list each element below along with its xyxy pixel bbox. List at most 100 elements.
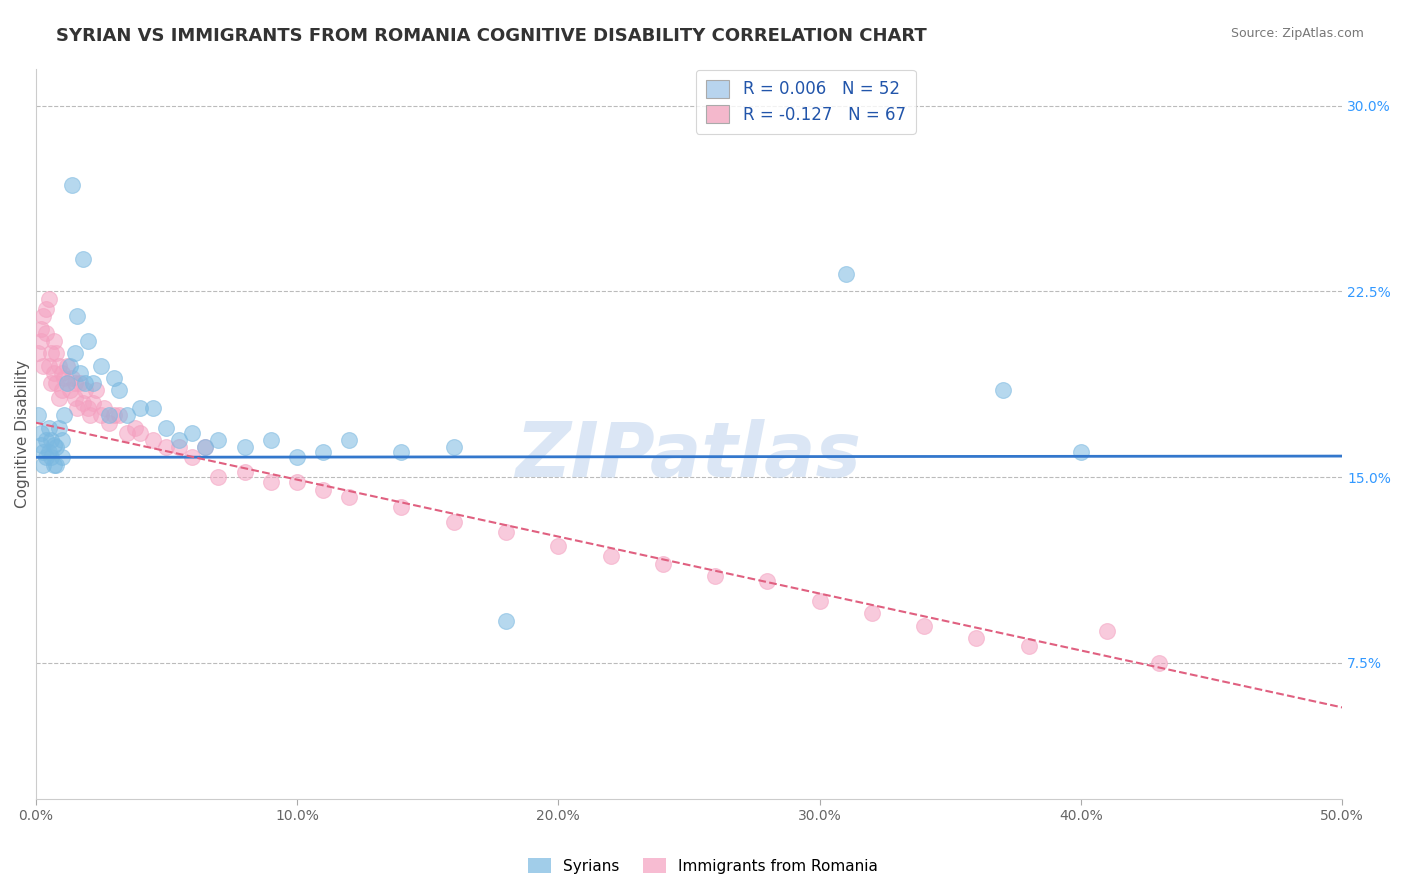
Point [63, 376, 86, 390]
Point [69, 376, 91, 390]
Point [75, 384, 97, 398]
Point [129, 401, 152, 415]
Point [35, 326, 58, 341]
Point [260, 475, 283, 489]
Point [912, 618, 935, 632]
Point [285, 450, 308, 465]
Point [27, 408, 49, 422]
Point [48, 359, 70, 373]
Point [76, 401, 98, 415]
Point [181, 450, 204, 465]
Point [32, 309, 55, 323]
Point [30, 334, 52, 348]
Point [207, 470, 229, 484]
Point [181, 425, 204, 440]
Point [756, 574, 779, 589]
Point [1095, 624, 1118, 638]
Point [115, 408, 138, 422]
Point [76, 334, 98, 348]
Point [35, 301, 58, 316]
Point [260, 433, 283, 447]
Point [108, 384, 131, 398]
Point [63, 346, 86, 360]
Point [1149, 656, 1171, 670]
Point [56, 376, 79, 390]
Point [142, 433, 165, 447]
Point [45, 376, 67, 390]
Point [142, 401, 165, 415]
Point [32, 458, 55, 472]
Text: Source: ZipAtlas.com: Source: ZipAtlas.com [1230, 27, 1364, 40]
Point [1070, 445, 1092, 459]
Point [32, 445, 55, 459]
Point [547, 540, 569, 554]
Point [53, 371, 76, 385]
Point [337, 433, 360, 447]
Point [207, 433, 229, 447]
Point [124, 420, 146, 434]
Point [90, 359, 112, 373]
Point [48, 420, 70, 434]
Point [30, 425, 52, 440]
Point [991, 384, 1014, 398]
Point [1018, 639, 1040, 653]
Point [169, 433, 191, 447]
Point [42, 458, 65, 472]
Point [108, 408, 131, 422]
Point [704, 569, 727, 583]
Point [965, 631, 987, 645]
Point [155, 441, 177, 455]
Point [391, 500, 413, 514]
Point [93, 401, 115, 415]
Point [82, 376, 104, 390]
Point [72, 252, 94, 267]
Point [651, 557, 673, 571]
Point [75, 376, 97, 390]
Legend: R = 0.006   N = 52, R = -0.127   N = 67: R = 0.006 N = 52, R = -0.127 N = 67 [696, 70, 915, 134]
Point [103, 408, 125, 422]
Point [38, 445, 60, 459]
Point [97, 408, 120, 422]
Point [56, 359, 79, 373]
Point [45, 346, 67, 360]
Point [233, 465, 256, 479]
Text: SYRIAN VS IMMIGRANTS FROM ROMANIA COGNITIVE DISABILITY CORRELATION CHART: SYRIAN VS IMMIGRANTS FROM ROMANIA COGNIT… [56, 27, 927, 45]
Point [84, 384, 107, 398]
Point [51, 366, 73, 380]
Point [63, 391, 86, 405]
Point [51, 450, 73, 465]
Point [58, 384, 80, 398]
Point [45, 458, 67, 472]
Point [45, 441, 67, 455]
Point [233, 441, 256, 455]
Point [39, 376, 62, 390]
Point [60, 178, 83, 192]
Y-axis label: Cognitive Disability: Cognitive Disability [15, 359, 30, 508]
Point [285, 475, 308, 489]
Point [155, 420, 177, 434]
Point [169, 441, 191, 455]
Point [835, 267, 858, 281]
Point [69, 366, 91, 380]
Point [38, 420, 60, 434]
Point [35, 433, 58, 447]
Point [443, 515, 465, 529]
Point [27, 346, 49, 360]
Point [97, 416, 120, 430]
Point [115, 425, 138, 440]
Point [391, 445, 413, 459]
Point [82, 396, 104, 410]
Point [495, 614, 517, 628]
Point [808, 594, 831, 608]
Point [48, 391, 70, 405]
Point [32, 359, 55, 373]
Point [51, 433, 73, 447]
Point [312, 445, 335, 459]
Point [312, 483, 335, 497]
Point [66, 401, 89, 415]
Point [35, 450, 58, 465]
Point [39, 450, 62, 465]
Point [860, 607, 883, 621]
Point [79, 408, 101, 422]
Point [443, 441, 465, 455]
